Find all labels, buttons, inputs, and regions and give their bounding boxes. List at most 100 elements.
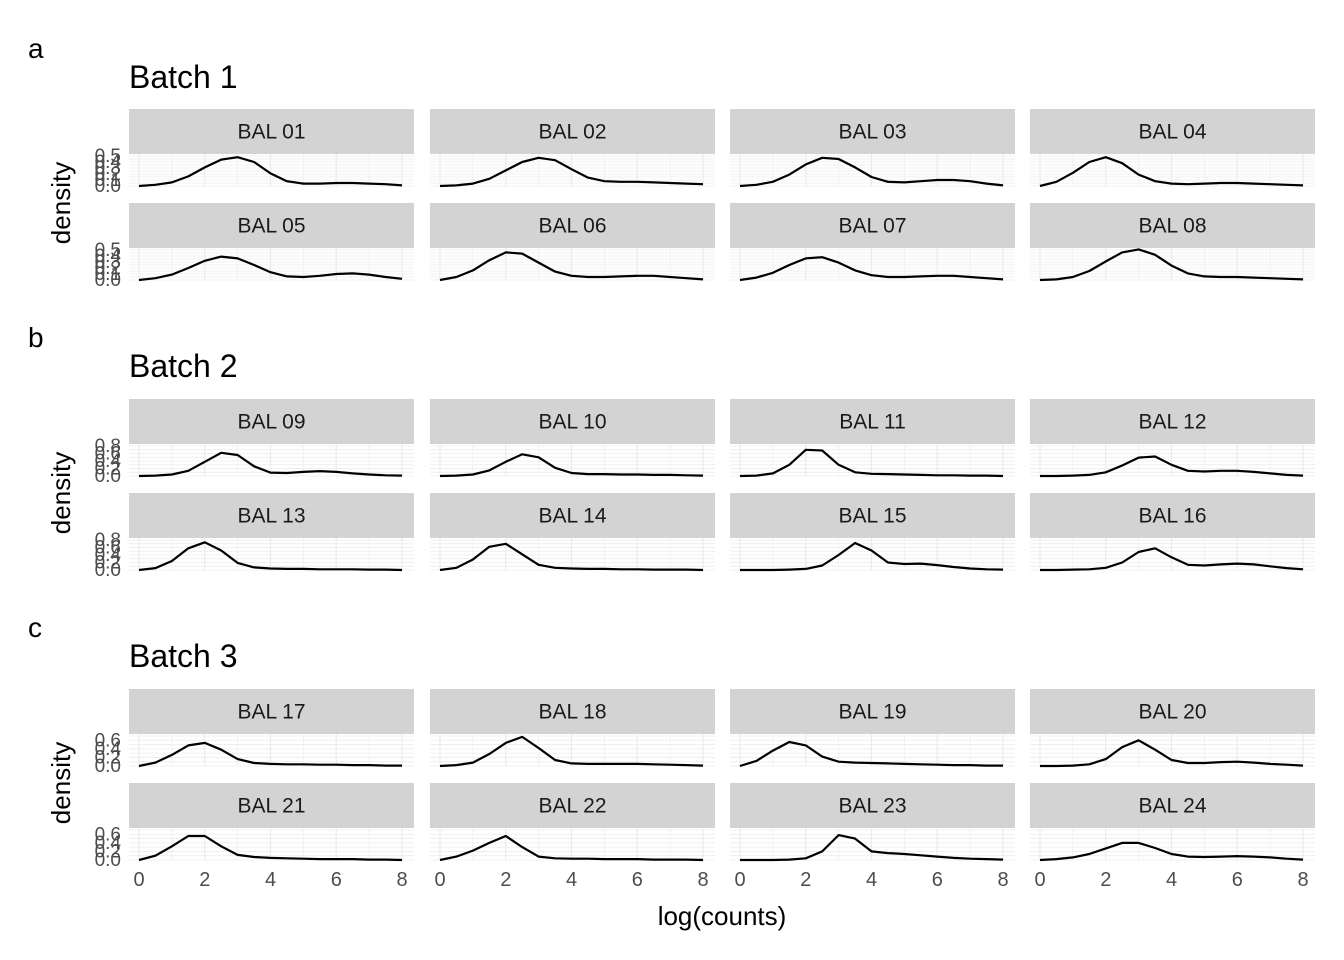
y-tick-label: 0.3 <box>95 252 121 273</box>
density-line <box>138 741 402 768</box>
density-line <box>1039 841 1304 862</box>
y-tick-label: 0.6 <box>95 444 121 465</box>
facet-bal-23: BAL 23 0 2 4 6 8 <box>730 783 1015 891</box>
facet-strip <box>129 109 414 154</box>
facet-strip-label: BAL 20 <box>1138 701 1206 724</box>
facet-strip <box>1030 399 1315 444</box>
density-line <box>138 834 403 862</box>
x-tick-label: 2 <box>199 869 210 891</box>
y-tick-label: 0.5 <box>95 146 121 167</box>
facet-strip-label: BAL 02 <box>538 121 606 144</box>
y-tick-label: 0.6 <box>95 538 121 559</box>
x-tick-label: 4 <box>1166 869 1177 891</box>
y-tick-label: 0.2 <box>95 841 121 862</box>
x-tick-label: 0 <box>734 869 745 891</box>
facet-strip <box>1030 203 1315 248</box>
facet-bal-04: BAL 04 <box>1030 109 1315 188</box>
facet-bal-20: BAL 20 <box>1030 689 1315 768</box>
y-tick-label: 0.2 <box>95 258 121 279</box>
y-tick-label: 0.0 <box>95 850 121 871</box>
density-line <box>1040 547 1304 572</box>
facet-bal-12: BAL 12 <box>1030 399 1315 478</box>
x-tick-label: 8 <box>1297 869 1308 891</box>
facet-strip-label: BAL 18 <box>538 701 606 724</box>
batch-title: Batch 3 <box>129 638 238 674</box>
y-axis-label: density <box>46 162 76 244</box>
y-tick-label: 0.6 <box>95 730 121 751</box>
panel-letter: a <box>28 33 44 64</box>
x-tick-label: 4 <box>866 869 877 891</box>
y-tick-label: 0.0 <box>95 466 121 487</box>
y-tick-label: 0.2 <box>95 459 121 480</box>
x-tick-label: 2 <box>1100 869 1111 891</box>
facet-strip <box>1030 689 1315 734</box>
density-line <box>740 541 1004 572</box>
density-line <box>439 735 704 768</box>
y-tick-label: 0.8 <box>95 436 121 457</box>
facet-strip-label: BAL 09 <box>237 411 305 434</box>
facet-strip <box>730 203 1015 248</box>
facet-bal-24: BAL 24 0 2 4 6 8 <box>1030 783 1315 891</box>
batch-title: Batch 1 <box>129 59 238 95</box>
facet-bal-08: BAL 08 <box>1030 203 1315 282</box>
facet-bal-13: BAL 13 0.00.20.40.60.8 <box>95 493 414 581</box>
facet-strip <box>129 399 414 444</box>
density-line <box>439 156 704 188</box>
facet-strip-label: BAL 14 <box>538 505 606 528</box>
facet-strip <box>430 109 715 154</box>
density-line <box>138 156 403 188</box>
y-axis-label: density <box>46 452 76 534</box>
facet-strip <box>129 203 414 248</box>
y-tick-label: 0.2 <box>95 553 121 574</box>
facet-strip <box>430 783 715 828</box>
density-line <box>739 156 1004 188</box>
facet-bal-19: BAL 19 <box>730 689 1015 768</box>
density-line <box>439 542 704 572</box>
y-tick-label: 0.2 <box>95 747 121 768</box>
facet-strip-label: BAL 06 <box>538 215 606 238</box>
facet-bal-10: BAL 10 <box>430 399 715 478</box>
x-tick-label: 2 <box>800 869 811 891</box>
y-axis-label: density <box>46 742 76 824</box>
facet-strip-label: BAL 04 <box>1138 121 1206 144</box>
facet-strip-label: BAL 11 <box>839 411 906 434</box>
facet-bal-01: BAL 01 0.00.10.20.30.40.5 <box>95 109 414 197</box>
facet-strip <box>430 493 715 538</box>
density-line <box>1039 156 1304 188</box>
facet-strip <box>129 493 414 538</box>
facet-strip-label: BAL 07 <box>838 215 906 238</box>
density-line <box>138 255 403 282</box>
density-line <box>138 541 403 572</box>
density-line <box>1040 739 1304 768</box>
facet-strip <box>430 689 715 734</box>
x-tick-label: 8 <box>396 869 407 891</box>
facet-strip <box>730 109 1015 154</box>
density-line <box>739 740 1003 768</box>
facet-strip-label: BAL 16 <box>1138 505 1206 528</box>
y-tick-label: 0.4 <box>95 246 122 267</box>
x-tick-label: 0 <box>434 869 445 891</box>
y-tick-label: 0.4 <box>95 739 122 760</box>
facet-bal-15: BAL 15 <box>730 493 1015 572</box>
facet-strip-label: BAL 13 <box>237 505 305 528</box>
facet-strip-label: BAL 05 <box>237 215 305 238</box>
y-tick-label: 0.0 <box>95 560 121 581</box>
facet-strip <box>430 399 715 444</box>
y-tick-label: 0.2 <box>95 164 121 185</box>
facet-strip-label: BAL 24 <box>1138 795 1206 818</box>
x-tick-label: 2 <box>500 869 511 891</box>
x-tick-label: 6 <box>1232 869 1243 891</box>
x-tick-label: 6 <box>331 869 342 891</box>
x-tick-label: 6 <box>632 869 643 891</box>
facet-bal-11: BAL 11 <box>730 399 1015 478</box>
facet-bal-16: BAL 16 <box>1030 493 1315 572</box>
facet-bal-05: BAL 05 0.00.10.20.30.40.5 <box>95 203 414 291</box>
facet-strip-label: BAL 19 <box>838 701 906 724</box>
facet-strip <box>730 493 1015 538</box>
x-axis-label: log(counts) <box>658 901 787 931</box>
facet-strip <box>1030 493 1315 538</box>
facet-bal-17: BAL 17 0.00.20.40.6 <box>95 689 414 777</box>
